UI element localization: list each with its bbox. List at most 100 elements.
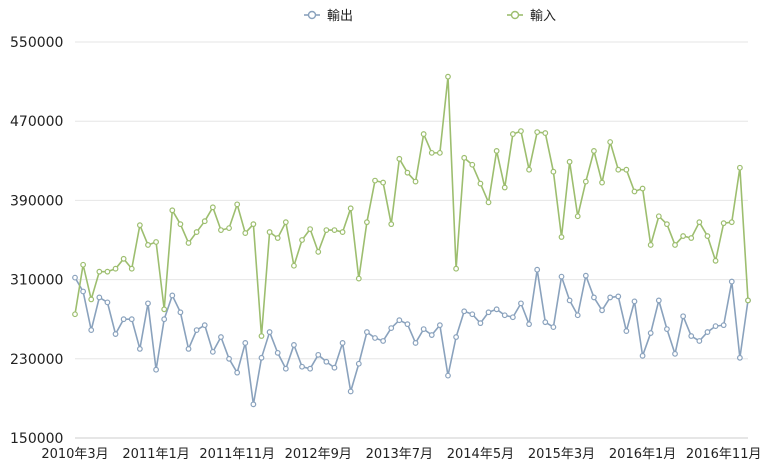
data-point[interactable] [88, 327, 95, 333]
data-point[interactable] [128, 265, 135, 272]
data-point[interactable] [364, 219, 370, 226]
data-point[interactable] [655, 213, 662, 220]
data-point[interactable] [501, 312, 508, 319]
data-point[interactable] [639, 352, 646, 359]
data-point[interactable] [234, 369, 241, 376]
data-point[interactable] [185, 240, 192, 246]
data-point[interactable] [209, 348, 216, 355]
data-point[interactable] [477, 320, 484, 327]
data-point[interactable] [591, 147, 597, 154]
data-point[interactable] [736, 164, 743, 171]
data-point[interactable] [428, 332, 435, 338]
data-point[interactable] [728, 278, 735, 285]
data-point[interactable] [177, 309, 184, 316]
data-point[interactable] [380, 338, 387, 344]
legend-item-import[interactable]: 輸入 [507, 9, 556, 24]
data-point[interactable] [193, 229, 200, 235]
data-point[interactable] [88, 296, 95, 303]
data-point[interactable] [274, 235, 281, 241]
data-point[interactable] [128, 316, 135, 323]
data-point[interactable] [266, 329, 273, 335]
data-point[interactable] [282, 365, 289, 372]
data-point[interactable] [469, 161, 476, 168]
data-point[interactable] [542, 130, 549, 136]
data-point[interactable] [623, 328, 630, 334]
data-point[interactable] [153, 366, 159, 373]
data-point[interactable] [72, 311, 78, 318]
data-point[interactable] [315, 351, 322, 358]
data-point[interactable] [331, 364, 338, 371]
data-point[interactable] [299, 237, 305, 243]
data-point[interactable] [704, 329, 711, 335]
data-point[interactable] [672, 350, 678, 357]
data-point[interactable] [412, 178, 419, 185]
data-point[interactable] [96, 294, 103, 301]
data-point[interactable] [266, 229, 273, 235]
data-point[interactable] [436, 149, 443, 156]
data-point[interactable] [607, 139, 614, 145]
data-point[interactable] [355, 360, 362, 367]
data-point[interactable] [153, 239, 159, 245]
data-point[interactable] [201, 322, 208, 329]
data-point[interactable] [518, 128, 524, 135]
data-point[interactable] [445, 73, 451, 80]
data-point[interactable] [226, 225, 232, 232]
data-point[interactable] [80, 288, 87, 295]
data-point[interactable] [104, 268, 111, 275]
legend[interactable]: 輸出 輸入 [304, 9, 556, 24]
data-point[interactable] [526, 321, 532, 328]
data-point[interactable] [339, 340, 346, 346]
data-point[interactable] [680, 313, 687, 320]
data-point[interactable] [112, 265, 119, 272]
data-point[interactable] [599, 307, 605, 314]
data-point[interactable] [112, 331, 119, 337]
data-point[interactable] [185, 346, 192, 352]
data-point[interactable] [509, 314, 516, 321]
data-point[interactable] [282, 219, 289, 226]
data-point[interactable] [136, 222, 143, 229]
data-point[interactable] [242, 340, 249, 346]
data-point[interactable] [453, 265, 460, 272]
data-point[interactable] [307, 226, 314, 233]
data-point[interactable] [169, 292, 176, 299]
data-point[interactable] [558, 273, 565, 280]
data-point[interactable] [436, 322, 443, 329]
data-point[interactable] [720, 220, 727, 227]
data-point[interactable] [445, 372, 451, 379]
data-point[interactable] [461, 308, 468, 315]
data-point[interactable] [120, 316, 127, 323]
data-point[interactable] [258, 333, 265, 339]
data-point[interactable] [469, 311, 476, 318]
data-point[interactable] [493, 306, 500, 313]
data-point[interactable] [388, 325, 395, 332]
data-point[interactable] [566, 297, 573, 304]
data-point[interactable] [404, 321, 411, 328]
data-point[interactable] [120, 255, 127, 262]
data-point[interactable] [177, 221, 184, 228]
data-point[interactable] [534, 129, 541, 135]
data-point[interactable] [161, 316, 168, 323]
data-point[interactable] [323, 358, 330, 365]
data-point[interactable] [485, 309, 492, 316]
data-point[interactable] [372, 177, 378, 184]
data-point[interactable] [161, 306, 168, 313]
data-point[interactable] [364, 329, 370, 335]
data-point[interactable] [331, 227, 338, 234]
data-point[interactable] [647, 242, 654, 248]
data-point[interactable] [607, 294, 614, 301]
data-point[interactable] [655, 297, 662, 304]
data-point[interactable] [688, 333, 695, 339]
data-point[interactable] [582, 272, 589, 279]
data-point[interactable] [420, 131, 427, 137]
data-point[interactable] [509, 131, 516, 137]
data-point[interactable] [615, 166, 622, 173]
data-point[interactable] [404, 169, 411, 176]
data-point[interactable] [226, 355, 232, 362]
data-point[interactable] [209, 204, 216, 211]
data-point[interactable] [291, 262, 297, 269]
data-point[interactable] [347, 388, 354, 395]
data-point[interactable] [574, 213, 581, 220]
data-point[interactable] [493, 147, 500, 154]
data-point[interactable] [647, 330, 654, 336]
legend-item-export[interactable]: 輸出 [304, 9, 353, 24]
